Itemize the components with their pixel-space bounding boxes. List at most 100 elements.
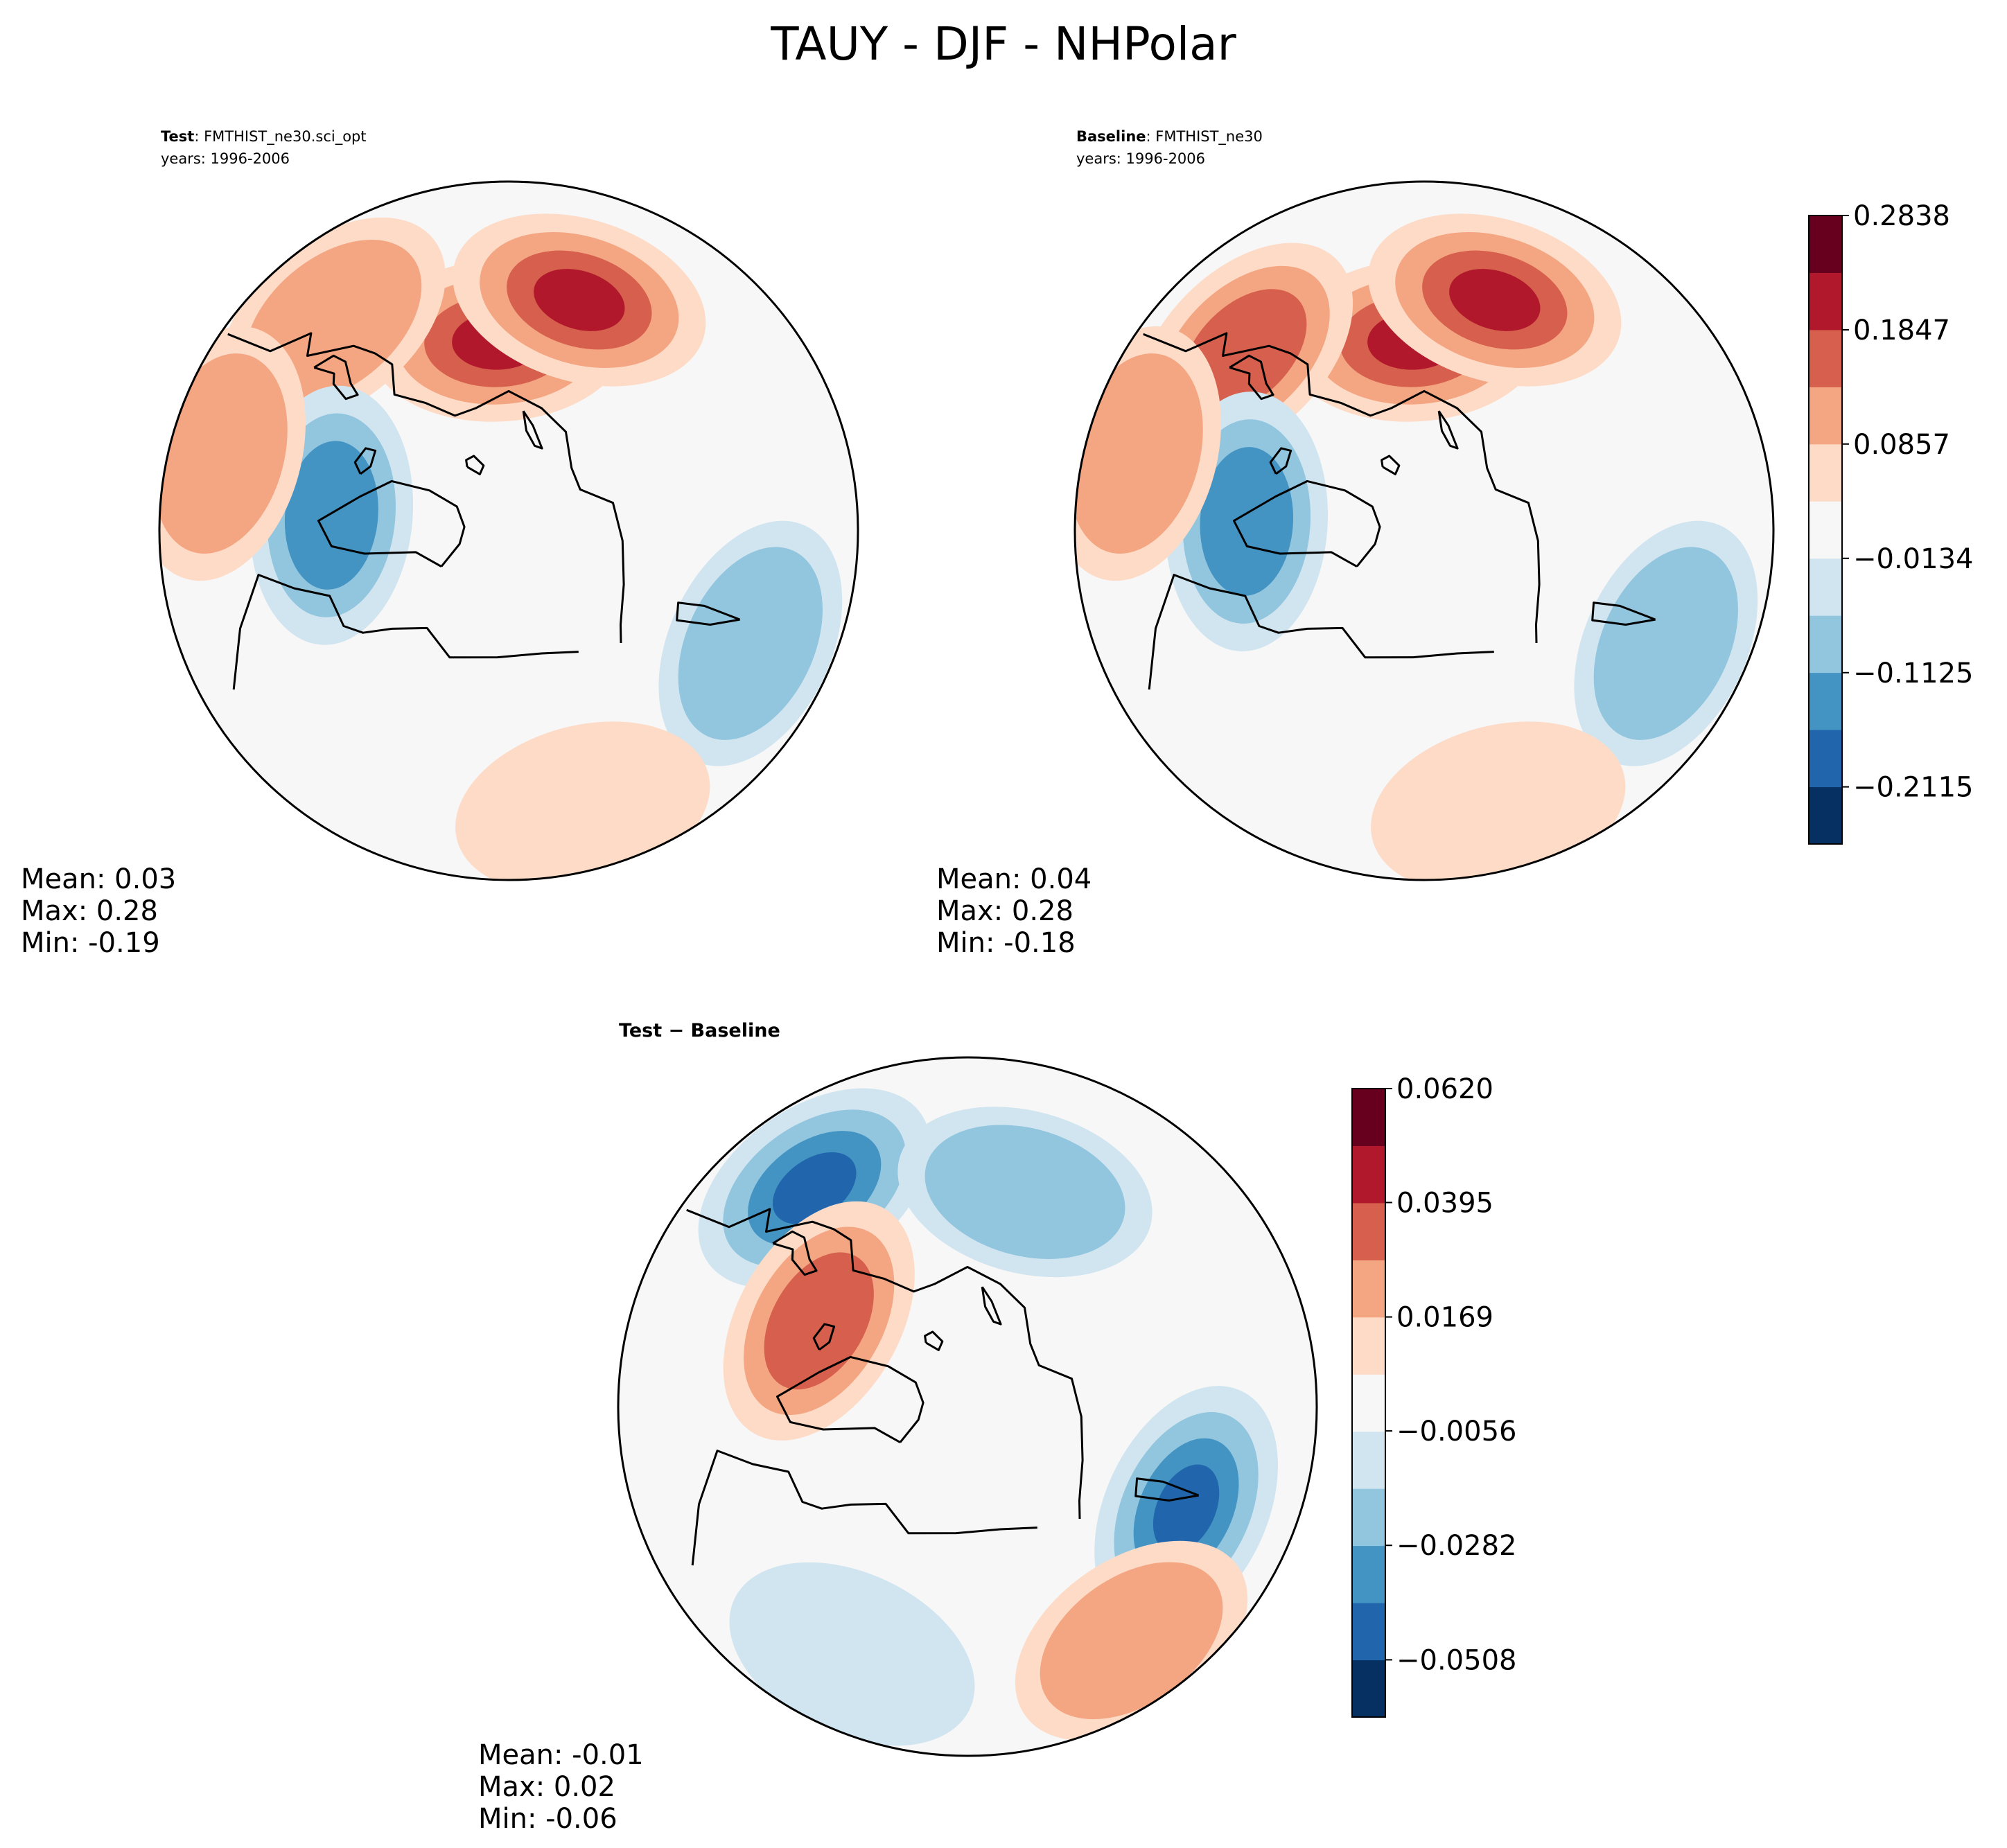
panel-2-cold-feature-2-level-2 — [924, 1125, 1125, 1259]
panel-2-cold-feature-5-level-1 — [729, 1562, 975, 1746]
colorbar-0-band-1 — [1809, 730, 1842, 788]
colorbar-1-band-6 — [1352, 1317, 1385, 1375]
map-1-coastline-svalbard — [1381, 455, 1401, 475]
colorbar-top: 0.2838 0.1847 0.0857 −0.0134 −0.1125 −0.2115 — [1808, 200, 1973, 845]
colorbar-0-band-0 — [1809, 786, 1842, 845]
colorbar-0-tick-label-5: −0.2115 — [1853, 772, 1973, 804]
colorbar-1-tick-label-1: 0.0395 — [1396, 1187, 1493, 1219]
map-2-coastline-northAmerica — [691, 1450, 1037, 1566]
panel-baseline-map — [1075, 182, 1773, 880]
panel-baseline-mean: Mean: 0.04 — [936, 863, 1092, 895]
colorbar-0-band-4 — [1809, 558, 1842, 616]
panel-test-min: Min: -0.19 — [21, 927, 160, 959]
map-2-coastline-greenland — [776, 1355, 924, 1443]
colorbar-1-tick-label-5: −0.0508 — [1396, 1644, 1516, 1676]
panel-0-warm-feature-1-level-4 — [534, 269, 625, 331]
panel-1-cold-feature-3-level-3 — [1200, 447, 1293, 596]
map-1-coastline-greenland — [1233, 479, 1381, 567]
map-2-coastline-svalbard — [924, 1330, 944, 1351]
colorbar-0-tick-label-2: 0.0857 — [1853, 429, 1950, 461]
map-2-coastline-britain — [772, 1230, 818, 1276]
panel-1-cold-feature-4-level-2 — [1593, 547, 1738, 740]
colorbar-1-tick-label-4: −0.0282 — [1396, 1530, 1516, 1562]
colorbar-0-band-9 — [1809, 272, 1842, 331]
panel-2-warm-feature-3-level-3 — [764, 1252, 874, 1390]
panel-baseline-max: Max: 0.28 — [936, 895, 1073, 927]
panel-difference: Test − Baseline Mean: -0.01 Max: 0.02 Mi… — [478, 1020, 1318, 1835]
colorbar-1-tick-label-2: 0.0169 — [1396, 1302, 1493, 1334]
map-1-coastline-novaya — [1437, 410, 1459, 450]
panel-difference-mean: Mean: -0.01 — [478, 1739, 644, 1771]
map-0-coastline-britain — [313, 354, 359, 401]
colorbar-0-band-7 — [1809, 387, 1842, 445]
panel-1-warm-feature-1-level-4 — [1449, 269, 1541, 331]
panel-baseline-min: Min: -0.18 — [936, 927, 1076, 959]
map-1-coastline-britain — [1229, 354, 1274, 401]
map-1-coastline-eurasia — [1143, 332, 1541, 644]
panel-baseline-map-boundary — [1073, 180, 1775, 881]
panel-test-years: years: 1996-2006 — [161, 150, 290, 167]
panel-baseline: Baseline: FMTHIST_ne30 years: 1996-2006 … — [936, 128, 1775, 959]
map-0-coastline-novaya — [522, 410, 543, 450]
colorbar-0-tick-label-3: −0.0134 — [1853, 543, 1973, 575]
panel-test-coastlines — [227, 332, 741, 690]
colorbar-1-band-4 — [1352, 1431, 1385, 1489]
panel-1-warm-feature-5-level-2 — [1075, 353, 1203, 554]
panel-difference-min: Min: -0.06 — [478, 1803, 617, 1835]
panel-test-map-boundary — [158, 180, 859, 881]
panel-difference-map-boundary — [617, 1056, 1318, 1757]
panel-baseline-coastlines — [1143, 332, 1656, 690]
panel-difference-max: Max: 0.02 — [478, 1771, 615, 1803]
colorbar-0-tick-label-1: 0.1847 — [1853, 315, 1950, 346]
colorbar-0-band-8 — [1809, 329, 1842, 387]
map-2-coastline-eurasia — [686, 1208, 1084, 1520]
colorbar-1-band-3 — [1352, 1488, 1385, 1547]
map-0-coastline-iceland — [353, 447, 377, 475]
colorbar-1-tick-label-0: 0.0620 — [1396, 1073, 1493, 1105]
colorbar-0-band-5 — [1809, 501, 1842, 559]
panel-difference-label: Test − Baseline — [619, 1020, 780, 1041]
map-0-coastline-eurasia — [227, 332, 625, 644]
colorbar-1-band-5 — [1352, 1374, 1385, 1432]
panel-test-label: Test — [161, 128, 194, 145]
colorbar-1-band-7 — [1352, 1260, 1385, 1318]
colorbar-0-band-6 — [1809, 443, 1842, 502]
panel-test-field — [159, 213, 843, 880]
map-0-coastline-svalbard — [465, 455, 485, 475]
colorbar-1-band-0 — [1352, 1660, 1385, 1718]
map-2-coastline-kamchatka — [1134, 1477, 1200, 1502]
panel-difference-coastlines — [686, 1208, 1200, 1566]
map-2-coastline-iceland — [812, 1323, 836, 1351]
panel-2-warm-feature-4-level-2 — [1040, 1562, 1223, 1720]
colorbar-1-outline — [1351, 1088, 1386, 1718]
panel-baseline-header: Baseline: FMTHIST_ne30 — [1076, 128, 1263, 146]
panel-test-max: Max: 0.28 — [21, 895, 158, 927]
colorbar-0-tick-label-4: −0.1125 — [1853, 658, 1973, 689]
colorbar-0-tick-label-0: 0.2838 — [1853, 200, 1950, 232]
figure-title: TAUY - DJF - NHPolar — [770, 17, 1236, 71]
panel-test-header: Test: FMTHIST_ne30.sci_opt — [161, 128, 367, 146]
panel-0-warm-feature-5-level-2 — [159, 353, 288, 554]
colorbar-0-band-10 — [1809, 215, 1842, 273]
panel-test: Test: FMTHIST_ne30.sci_opt years: 1996-2… — [21, 128, 859, 959]
colorbar-1-band-8 — [1352, 1202, 1385, 1260]
colorbar-0-band-3 — [1809, 615, 1842, 674]
panel-0-cold-feature-4-level-2 — [678, 547, 823, 740]
colorbar-0-outline — [1808, 215, 1843, 845]
colorbar-1-band-2 — [1352, 1545, 1385, 1603]
panel-2-cold-feature-0-level-4 — [1153, 1464, 1220, 1553]
colorbar-0-band-2 — [1809, 672, 1842, 730]
map-0-coastline-greenland — [317, 479, 466, 567]
map-1-coastline-kamchatka — [1591, 601, 1656, 626]
panel-difference-map — [618, 1057, 1317, 1756]
colorbar-1-band-10 — [1352, 1089, 1385, 1146]
map-1-coastline-northAmerica — [1148, 574, 1494, 690]
panel-baseline-case: : FMTHIST_ne30 — [1146, 128, 1263, 146]
panel-1-warm-feature-6-level-1 — [1371, 721, 1626, 880]
panel-0-warm-feature-6-level-1 — [455, 721, 710, 880]
map-2-coastline-novaya — [981, 1286, 1002, 1326]
panel-test-mean: Mean: 0.03 — [21, 863, 176, 895]
panel-baseline-years: years: 1996-2006 — [1076, 150, 1205, 167]
colorbar-bottom: 0.0620 0.0395 0.0169 −0.0056 −0.0282 −0.0508 — [1351, 1073, 1516, 1718]
